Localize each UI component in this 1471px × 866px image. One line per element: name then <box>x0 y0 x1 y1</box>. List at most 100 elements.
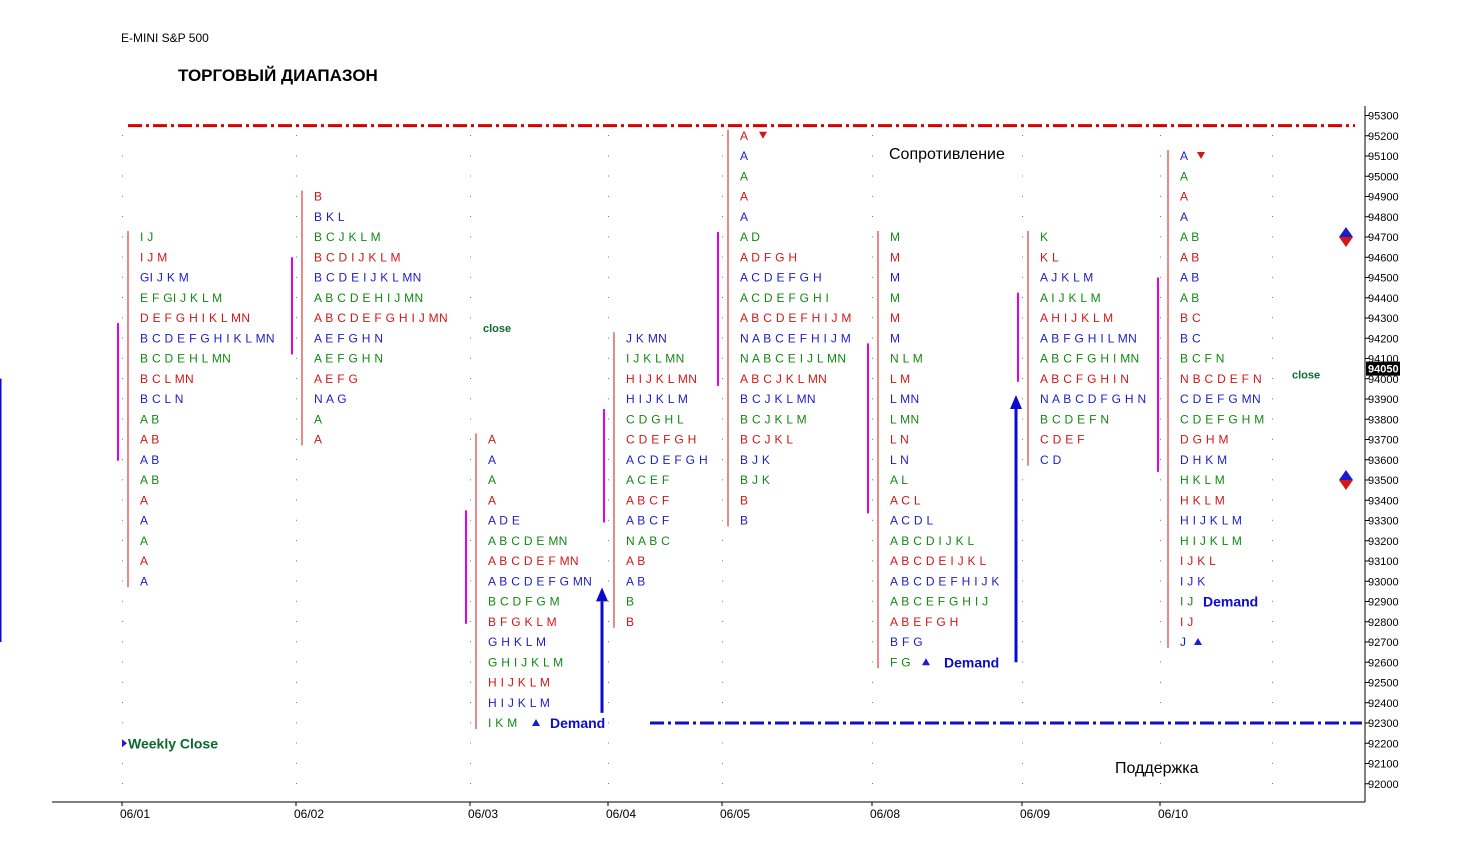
grid-dot <box>296 459 297 460</box>
grid-dot <box>122 155 123 157</box>
grid-dot <box>122 519 123 521</box>
tpo-row: B C D E I J K L MN <box>314 271 422 285</box>
tpo-row: GI J K M <box>140 271 189 285</box>
grid-dot <box>122 317 123 319</box>
grid-dot <box>722 783 723 784</box>
grid-dot <box>722 560 723 562</box>
current-price-box <box>1366 361 1400 376</box>
grid-dot <box>1160 600 1161 602</box>
grid-dot <box>470 580 471 582</box>
grid-dot <box>1022 357 1023 359</box>
grid-dot <box>296 256 297 258</box>
grid-dot <box>470 256 471 258</box>
grid-dot <box>1272 378 1273 379</box>
grid-dot <box>296 337 297 339</box>
price-tick-label: 93100 <box>1368 556 1399 568</box>
grid-dot <box>608 216 609 217</box>
grid-dot <box>1022 702 1023 703</box>
grid-dot <box>122 621 123 622</box>
close-label: close <box>1292 370 1320 382</box>
level-marker-up <box>1339 470 1353 480</box>
demand-label: Demand <box>550 715 605 731</box>
tpo-row: D H K M <box>1180 453 1227 467</box>
grid-dot <box>122 661 123 663</box>
tpo-row: B C D I J K L M <box>314 250 401 264</box>
grid-dot <box>470 175 471 177</box>
grid-dot <box>122 398 123 400</box>
grid-dot <box>296 195 297 197</box>
tpo-row: A E F G H N <box>314 352 383 366</box>
chart-title: ТОРГОВЫЙ ДИАПАЗОН <box>178 66 378 85</box>
grid-dot <box>1160 519 1161 521</box>
grid-dot <box>608 276 609 278</box>
demand-arrows <box>0 378 1022 713</box>
tpo-row: K L <box>1040 250 1059 264</box>
price-tick-label: 94300 <box>1368 313 1399 325</box>
grid-dot <box>722 438 723 440</box>
grid-dot <box>722 256 723 258</box>
tpo-row: A B E F G H <box>890 615 959 629</box>
tpo-row: B C F N <box>1180 352 1225 366</box>
grid-dot <box>872 357 873 359</box>
grid-dot <box>122 378 123 379</box>
grid-dot <box>608 357 609 359</box>
grid-dot <box>470 297 471 298</box>
value-area-bars <box>117 129 1169 729</box>
grid-dot <box>296 297 297 298</box>
grid-dot <box>296 216 297 217</box>
tpo-row: A B <box>626 574 646 588</box>
tpo-row: J K MN <box>626 331 667 345</box>
tpo-row: M <box>890 271 900 285</box>
resistance-label: Сопротивление <box>889 146 1005 163</box>
tpo-row: B C <box>1180 331 1201 345</box>
grid-dot <box>1160 540 1161 541</box>
tpo-row: B <box>740 514 748 528</box>
tpo-row: A <box>140 554 148 568</box>
grid-dot <box>1272 762 1273 764</box>
tpo-row: B K L <box>314 210 345 224</box>
grid-dot <box>470 438 471 440</box>
grid-dot <box>872 236 873 238</box>
grid-dot <box>1160 216 1161 217</box>
grid-dot <box>1022 459 1023 460</box>
grid-dot <box>296 398 297 400</box>
tpo-row: B C L MN <box>140 372 194 386</box>
grid-dot <box>470 418 471 420</box>
grid-dot <box>122 600 123 602</box>
grid-dot <box>470 762 471 764</box>
grid-dot <box>608 681 609 683</box>
grid-dot <box>1022 641 1023 643</box>
grid-dot <box>1272 398 1273 400</box>
grid-dot <box>296 499 297 501</box>
grid-dot <box>1160 276 1161 278</box>
tpo-row: A B C D I J K L <box>890 534 975 548</box>
grid-dot <box>872 580 873 582</box>
grid-dot <box>1272 175 1273 177</box>
tpo-row: A <box>488 493 496 507</box>
grid-dot <box>1022 783 1023 784</box>
tpo-row: H K L M <box>1180 473 1225 487</box>
tpo-row: C D E F G MN <box>1180 392 1261 406</box>
grid-dot <box>872 418 873 420</box>
grid-dot <box>1160 337 1161 339</box>
grid-dot <box>470 155 471 157</box>
grid-dot <box>1272 195 1273 197</box>
tpo-row: I J <box>140 230 154 244</box>
grid-dot <box>470 499 471 501</box>
tpo-row: B C J K L M <box>314 230 381 244</box>
grid-dot <box>296 479 297 481</box>
grid-dot <box>1022 418 1023 420</box>
signal-triangle <box>1194 638 1202 645</box>
grid-dot <box>1272 600 1273 602</box>
grid-dot <box>872 175 873 177</box>
grid-dot <box>608 135 609 136</box>
grid-dot <box>1022 256 1023 258</box>
grid-dot <box>722 337 723 339</box>
grid-dots <box>122 135 1273 784</box>
grid-dot <box>470 742 471 744</box>
grid-dot <box>1272 560 1273 562</box>
grid-dot <box>722 357 723 359</box>
tpo-row: B C D F G M <box>488 595 560 609</box>
tpo-row: A <box>314 433 322 447</box>
grid-dot <box>122 256 123 258</box>
